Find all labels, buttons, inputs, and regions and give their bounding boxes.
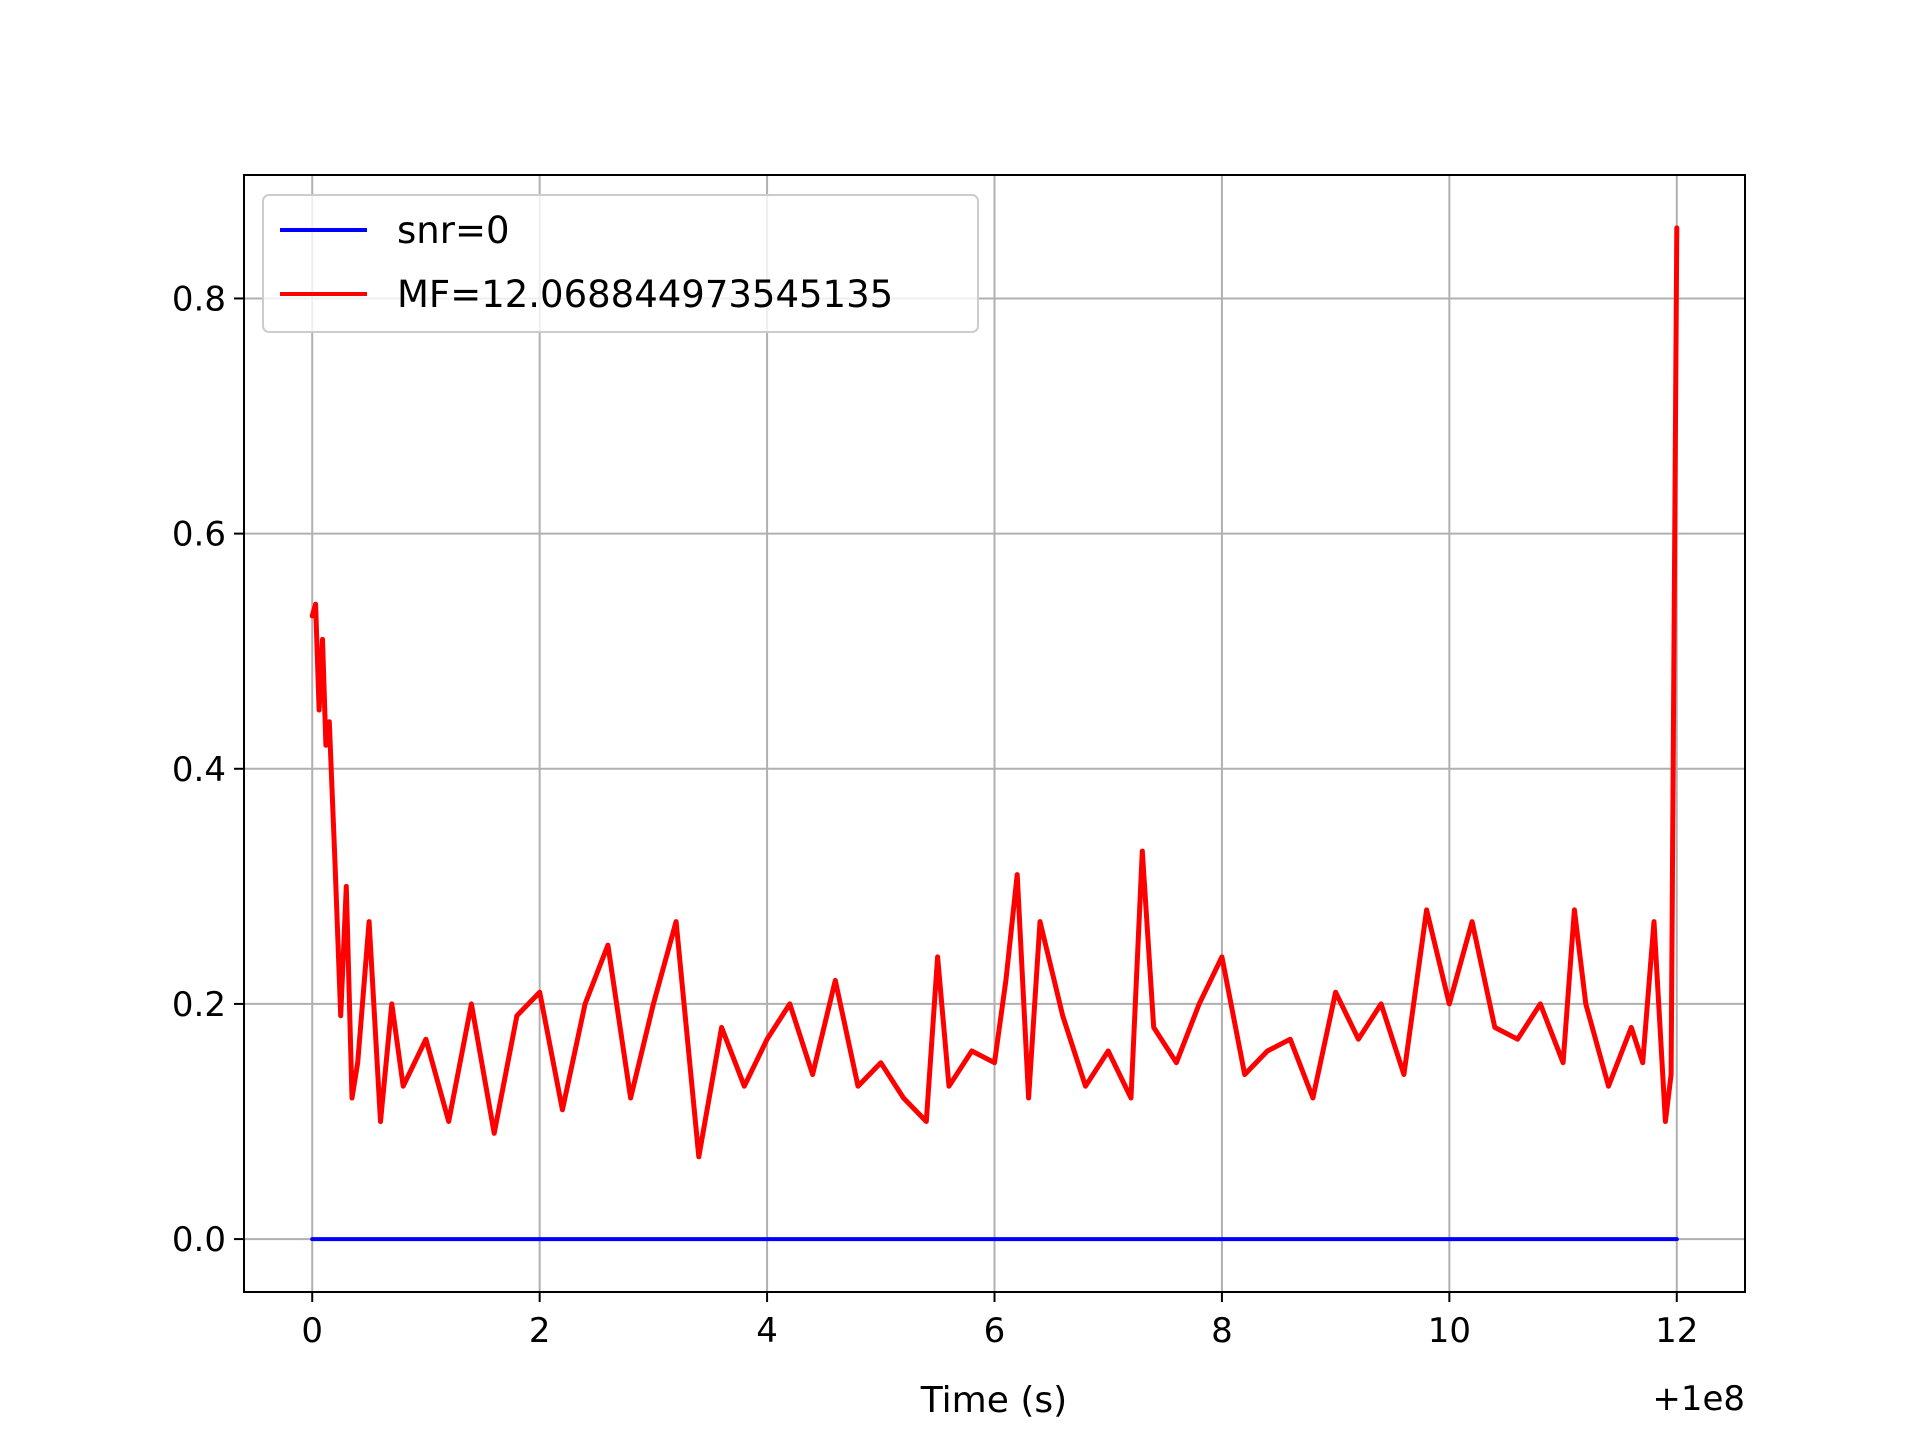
x-axis-offset-label: +1e8	[1652, 1379, 1745, 1419]
y-tick-label: 0.8	[172, 279, 226, 319]
y-tick-label: 0.0	[172, 1220, 226, 1260]
legend: snr=0 MF=12.068844973545135	[262, 194, 979, 333]
x-tick-label: 8	[1211, 1311, 1233, 1351]
plot-area	[309, 225, 1680, 1242]
y-tick-label: 0.4	[172, 750, 226, 790]
x-tick-label: 2	[529, 1311, 551, 1351]
series-line-mf	[309, 225, 1680, 1160]
x-tick-label: 12	[1655, 1311, 1698, 1351]
axis-ticks: 0 2 4 6 8 10 12 0.0 0.2 0.4 0.6 0.8	[172, 279, 1698, 1351]
y-tick-label: 0.2	[172, 985, 226, 1025]
x-axis-label: Time (s)	[920, 1380, 1067, 1421]
legend-box	[262, 194, 979, 333]
x-tick-label: 4	[756, 1311, 778, 1351]
y-tick-label: 0.6	[172, 515, 226, 555]
legend-label-snr: snr=0	[397, 209, 509, 252]
legend-label-mf: MF=12.068844973545135	[397, 273, 893, 316]
x-tick-label: 10	[1428, 1311, 1471, 1351]
x-tick-label: 0	[301, 1311, 323, 1351]
x-tick-label: 6	[984, 1311, 1006, 1351]
